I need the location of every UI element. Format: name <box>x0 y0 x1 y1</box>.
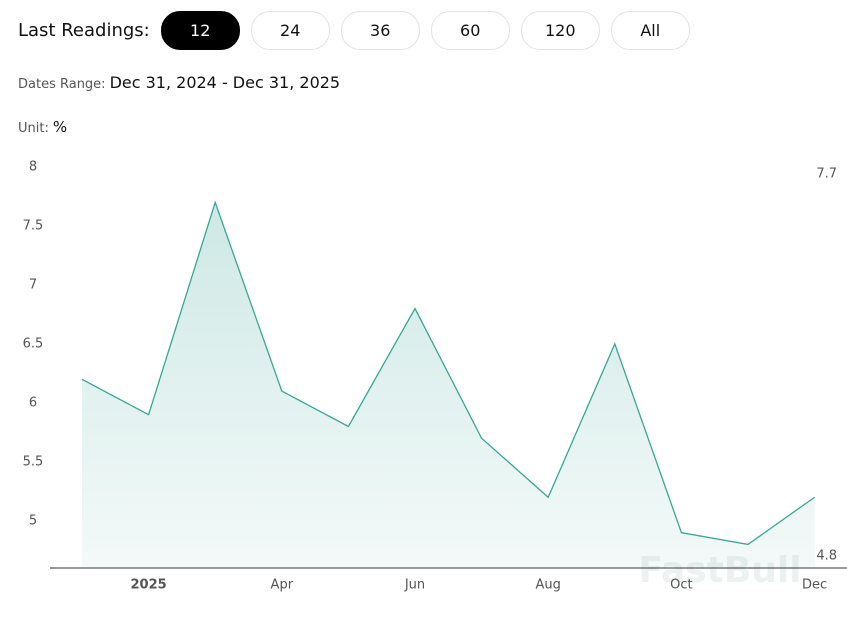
readings-selector: Last Readings: 12 24 36 60 120 All <box>18 11 690 50</box>
readings-label: Last Readings: <box>18 20 150 41</box>
dates-range: Dates Range: Dec 31, 2024 - Dec 31, 2025 <box>18 73 340 92</box>
option-button[interactable]: 120 <box>520 11 600 50</box>
unit: Unit:% <box>18 118 67 136</box>
options: 12 24 36 60 120 All <box>160 11 690 50</box>
x-tick-label: Jun <box>404 578 425 593</box>
option-button[interactable]: 36 <box>340 11 420 50</box>
x-tick-label: Aug <box>536 578 561 593</box>
x-tick-label: Oct <box>670 578 692 593</box>
x-tick-label: 2025 <box>131 578 167 593</box>
x-tick-label: Dec <box>802 578 827 593</box>
y-tick-label: 6.5 <box>23 336 44 351</box>
x-tick-label: Apr <box>271 578 294 593</box>
option-button[interactable]: 60 <box>430 11 510 50</box>
dates-value: Dec 31, 2024 - Dec 31, 2025 <box>109 73 341 92</box>
y-tick-label: 7 <box>29 277 37 292</box>
area <box>82 202 815 568</box>
y-tick-label: 5.5 <box>23 454 44 469</box>
option-button[interactable]: 24 <box>250 11 330 50</box>
option-button[interactable]: 12 <box>160 11 240 50</box>
dates-label: Dates Range: <box>18 77 106 92</box>
y-tick-label: 7.5 <box>23 218 44 233</box>
line <box>81 200 815 546</box>
y-tick-label: 6 <box>29 395 37 410</box>
y-tick-label: 8 <box>29 160 37 175</box>
y-tick-label: 5 <box>29 513 37 528</box>
unit-label: Unit: <box>18 121 49 136</box>
min-label: 4.8 <box>816 549 837 564</box>
option-button[interactable]: All <box>610 11 690 50</box>
unit-value: % <box>52 118 68 136</box>
max-label: 7.7 <box>816 167 837 182</box>
